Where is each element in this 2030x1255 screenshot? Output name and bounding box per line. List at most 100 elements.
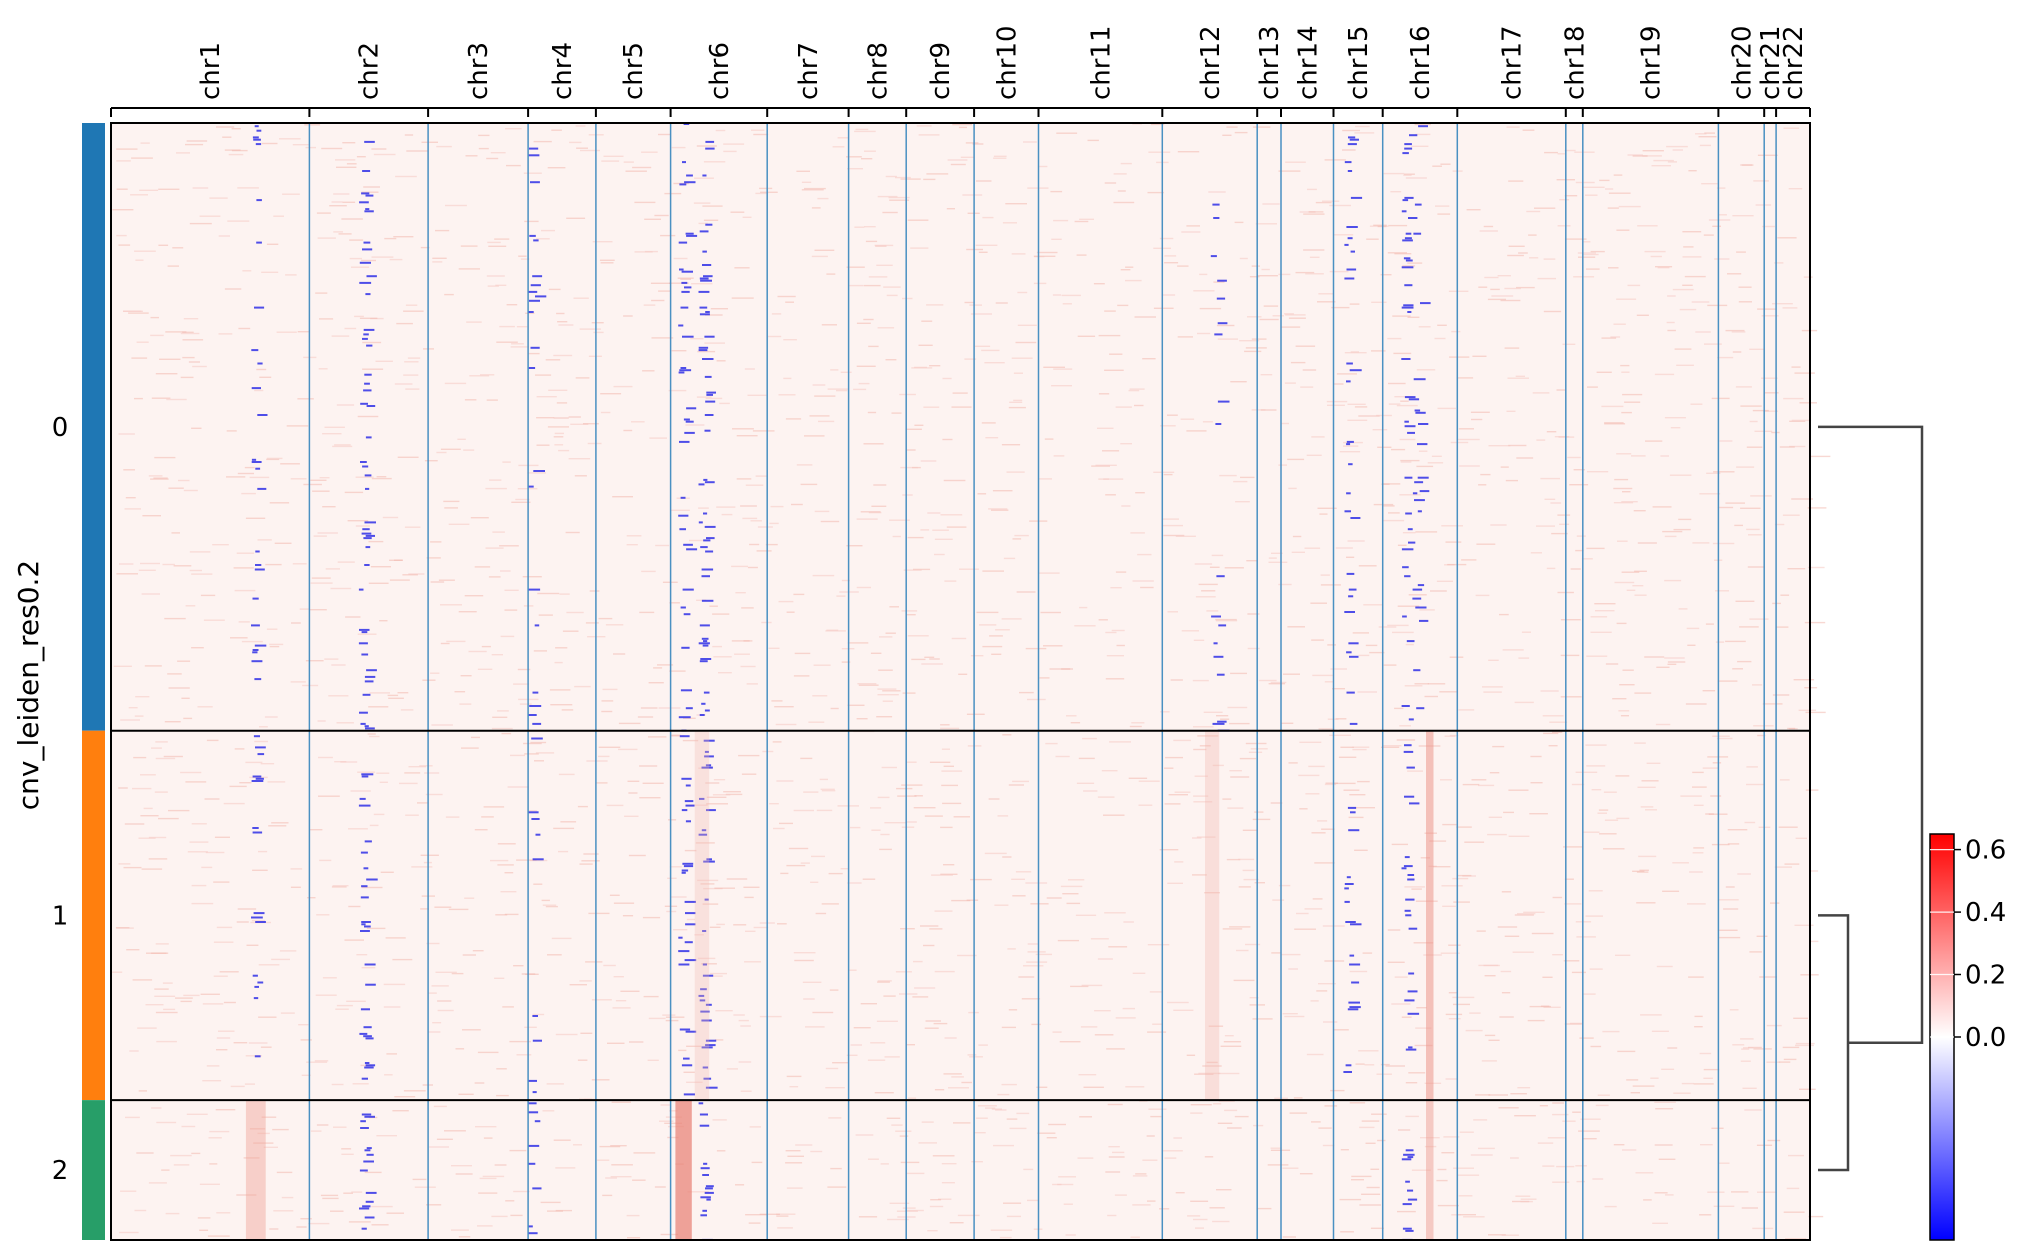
- heatmap-cell: [683, 865, 694, 868]
- heatmap-cell: [550, 704, 573, 706]
- heatmap-cell: [154, 791, 168, 793]
- chromosome-label-chr7: chr7: [794, 42, 824, 100]
- heatmap-cell: [231, 149, 248, 152]
- heatmap-cell: [969, 1056, 983, 1058]
- heatmap-cell: [1312, 674, 1333, 677]
- heatmap-cell: [1645, 809, 1657, 811]
- heatmap-cell: [1794, 924, 1814, 926]
- heatmap-cell: [528, 485, 534, 488]
- heatmap-cell: [296, 1226, 307, 1228]
- heatmap-cell: [1387, 337, 1402, 340]
- heatmap-cell: [828, 872, 843, 875]
- heatmap-cell: [426, 557, 441, 559]
- heatmap-cell: [528, 1111, 539, 1114]
- heatmap-cell: [605, 1177, 617, 1179]
- heatmap-cell: [348, 1221, 371, 1223]
- heatmap-cell: [1164, 262, 1179, 264]
- heatmap-cell: [808, 721, 825, 723]
- heatmap-cell: [1344, 277, 1355, 280]
- heatmap-cell: [477, 1225, 493, 1227]
- heatmap-cell: [403, 374, 419, 376]
- heatmap-cell: [1710, 795, 1722, 797]
- heatmap-cell: [703, 691, 710, 694]
- group-bar-segment-1: [82, 730, 105, 1100]
- heatmap-cell: [1230, 776, 1250, 778]
- heatmap-cell: [1159, 1208, 1170, 1210]
- heatmap-cell: [850, 1044, 862, 1046]
- heatmap-cell: [132, 979, 153, 981]
- heatmap-cell: [1317, 301, 1336, 303]
- heatmap-cell: [359, 797, 366, 800]
- heatmap-cell: [525, 312, 535, 314]
- heatmap-cell: [206, 739, 219, 742]
- heatmap-cell: [1220, 718, 1230, 720]
- colorbar-tick-label: 0.4: [1965, 898, 2006, 928]
- heatmap-cell: [500, 635, 515, 638]
- heatmap-cell: [1006, 471, 1025, 473]
- heatmap-cell: [698, 349, 708, 352]
- heatmap-cell: [1238, 886, 1251, 888]
- heatmap-cell: [1583, 186, 1605, 188]
- heatmap-cell: [664, 192, 682, 195]
- heatmap-cell: [386, 1053, 397, 1055]
- heatmap-cell: [1432, 165, 1442, 167]
- heatmap-cell: [1019, 691, 1034, 694]
- heatmap-cell: [600, 411, 611, 414]
- heatmap-cell: [885, 175, 897, 178]
- heatmap-cell: [547, 954, 562, 956]
- heatmap-cell: [1199, 273, 1208, 276]
- heatmap-cell: [1251, 265, 1260, 267]
- heatmap-cell: [516, 1054, 532, 1056]
- heatmap-cell: [251, 916, 263, 919]
- heatmap-cell: [793, 952, 816, 954]
- heatmap-cell: [1304, 908, 1323, 910]
- heatmap-cell: [660, 1233, 679, 1236]
- heatmap-cell: [1740, 1060, 1751, 1062]
- heatmap-cell: [451, 972, 464, 975]
- heatmap-cell: [655, 544, 670, 547]
- heatmap-cell: [566, 217, 586, 219]
- heatmap-cell: [495, 914, 508, 916]
- heatmap-cell: [1016, 1112, 1030, 1115]
- heatmap-cell: [1514, 701, 1534, 704]
- heatmap-cell: [1159, 849, 1179, 851]
- heatmap-cell: [1594, 603, 1616, 605]
- heatmap-cell: [759, 187, 773, 190]
- heatmap-cell: [319, 318, 334, 320]
- heatmap-cell: [1078, 757, 1095, 760]
- heatmap-cell: [440, 448, 461, 450]
- heatmap-cell: [534, 624, 540, 627]
- heatmap-cell: [787, 1155, 804, 1157]
- heatmap-cell: [1333, 383, 1344, 385]
- heatmap-cell: [330, 587, 352, 590]
- heatmap-cell: [949, 1222, 964, 1224]
- heatmap-cell: [135, 696, 150, 698]
- heatmap-cell: [1445, 1078, 1457, 1080]
- heatmap-cell: [1711, 397, 1730, 400]
- heatmap-cell: [631, 421, 645, 423]
- heatmap-cell: [744, 896, 754, 899]
- heatmap-cell: [1536, 439, 1546, 441]
- heatmap-cell: [556, 402, 568, 404]
- heatmap-cell: [534, 1120, 541, 1123]
- heatmap-cell: [1152, 1023, 1163, 1025]
- heatmap-cell: [704, 335, 715, 338]
- heatmap-cell: [1167, 1001, 1189, 1004]
- heatmap-cell: [832, 1062, 849, 1064]
- heatmap-cell: [1483, 964, 1500, 967]
- heatmap-cell: [1373, 224, 1387, 226]
- heatmap-cell: [1736, 251, 1746, 253]
- heatmap-cell: [494, 977, 505, 979]
- heatmap-cell: [870, 807, 882, 809]
- heatmap-cell: [133, 756, 147, 759]
- heatmap-cell: [1498, 1107, 1519, 1109]
- heatmap-cell: [580, 1032, 593, 1034]
- heatmap-cell: [322, 506, 336, 508]
- heatmap-cell: [611, 1164, 633, 1166]
- heatmap-cell: [1346, 492, 1351, 495]
- heatmap-cell: [1325, 782, 1338, 784]
- heatmap-cell: [648, 736, 667, 738]
- heatmap-cell: [1521, 631, 1531, 633]
- heatmap-cell: [1243, 878, 1259, 881]
- heatmap-cell: [1581, 558, 1593, 560]
